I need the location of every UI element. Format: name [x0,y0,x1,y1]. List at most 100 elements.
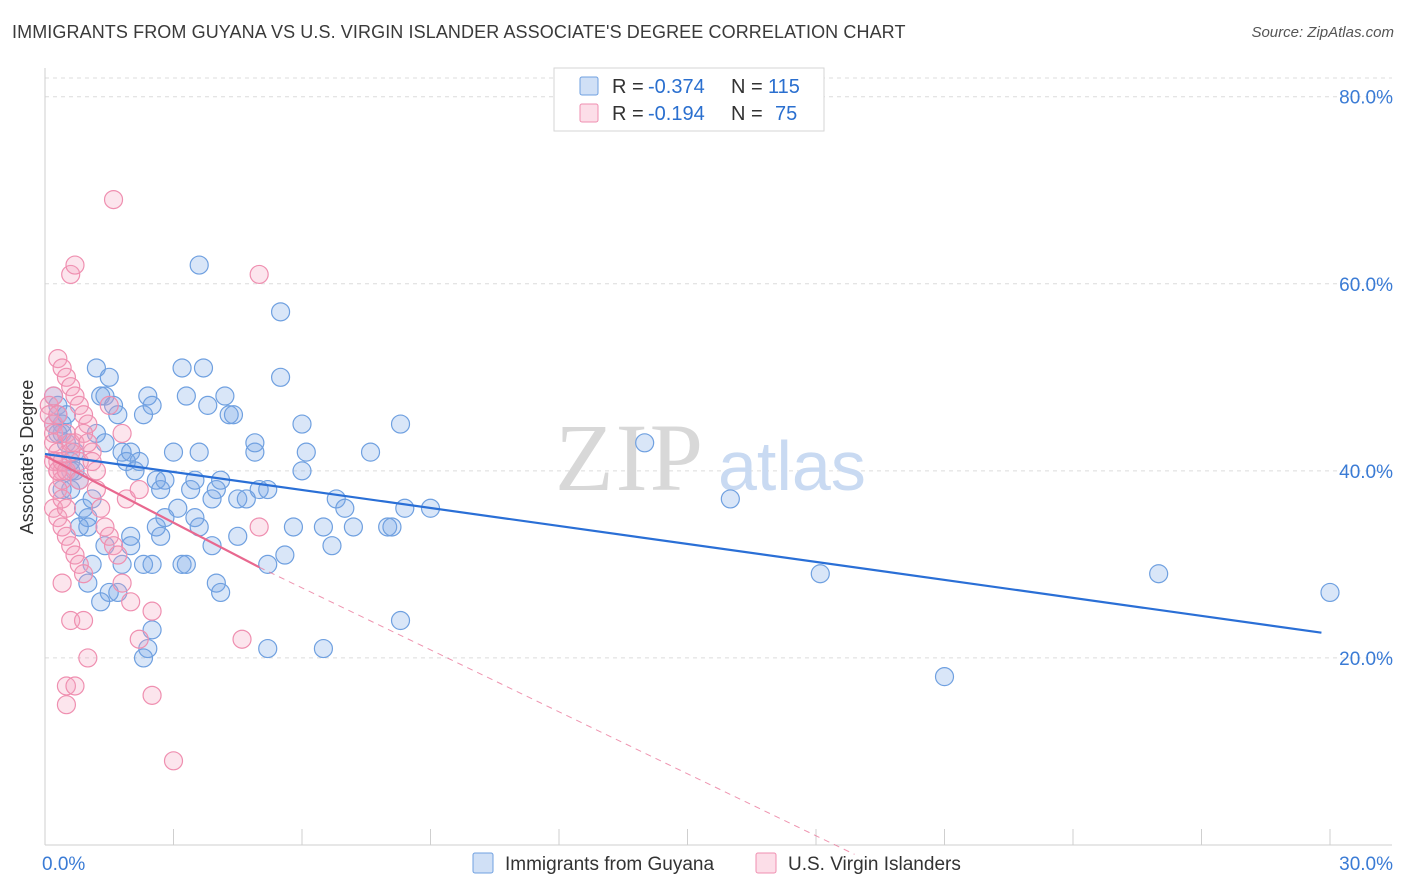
data-point [99,526,119,546]
data-point [133,648,154,668]
bottom-legend-swatch-pink [755,852,777,874]
data-point [249,264,269,285]
data-point [65,676,85,696]
data-point [172,358,192,378]
data-point [343,517,363,537]
data-point [228,526,248,546]
data-point [176,554,196,574]
y-tick-label: 20.0% [1339,649,1393,670]
data-point [112,573,132,593]
source-label: Source: ZipAtlas.com [1251,24,1394,41]
data-point [211,582,231,603]
data-point [69,554,89,574]
data-point [56,367,77,387]
data-point [43,386,64,406]
data-point [91,498,111,518]
data-point [151,526,171,546]
data-point [129,629,149,649]
data-point [155,470,175,490]
data-point [232,629,252,649]
data-point [91,592,111,612]
grid-lines [45,77,1392,659]
data-point [103,395,124,415]
data-point [258,554,278,574]
data-point [236,489,256,509]
data-point [395,498,415,518]
data-point [99,395,119,415]
bottom-legend-label-virgin-islanders: U.S. Virgin Islanders [788,854,961,875]
series-virgin-islanders-points [39,189,269,771]
data-point [56,526,77,546]
data-point [52,470,72,490]
legend-swatch-pink [579,103,599,123]
data-point [142,554,162,574]
data-point [112,423,132,444]
data-point [142,620,162,640]
legend-r-label-2: R = [612,103,644,125]
data-point [65,386,85,406]
data-point [73,423,94,444]
data-point [296,442,316,462]
data-point [108,545,128,565]
data-point [270,302,291,322]
chart-title: IMMIGRANTS FROM GUYANA VS U.S. VIRGIN IS… [12,22,906,42]
data-point [215,386,235,406]
trend-line-pink [44,454,260,569]
data-point [65,255,85,275]
data-point [198,395,218,415]
data-point [121,592,141,612]
data-point [219,405,239,425]
data-point [168,498,188,518]
data-point [189,255,209,275]
y-tick-label: 40.0% [1339,462,1393,483]
legend-n-value-2: 75 [775,103,797,125]
data-point [258,638,278,659]
data-point [172,554,192,574]
data-point [78,573,98,593]
data-point [189,442,209,462]
data-point [322,536,342,556]
legend-r-label-1: R = [612,76,644,98]
data-point [69,517,89,537]
legend-r-value-2: -0.194 [648,103,705,125]
data-point [121,536,141,556]
watermark: ZIP atlas [555,404,866,511]
data-point [129,479,149,500]
watermark-atlas: atlas [718,427,866,505]
legend-box [553,67,825,132]
data-point [223,405,244,425]
data-point [163,751,184,771]
bottom-legend-label-guyana: Immigrants from Guyana [505,854,714,875]
data-point [99,367,119,387]
data-point [52,573,72,593]
data-point [360,442,381,462]
data-point [65,545,85,565]
data-point [61,264,81,285]
data-point [78,414,98,434]
data-point [292,461,312,481]
data-point [206,479,226,500]
data-point [378,517,398,537]
data-point [163,442,184,462]
data-point [48,405,68,425]
data-point [185,508,205,528]
data-point [52,489,72,509]
data-point [635,433,655,453]
data-point [142,601,162,621]
data-point [390,414,411,434]
data-point [720,489,740,509]
series-legend: Immigrants from Guyana U.S. Virgin Islan… [472,852,961,875]
data-point [206,573,226,593]
x-tick-label-max: 30.0% [1339,854,1393,875]
x-tick-label-min: 0.0% [42,854,85,875]
data-point [48,349,68,369]
data-point [313,517,334,537]
data-point [95,517,115,537]
data-point [52,517,72,537]
data-point [1149,564,1169,584]
data-point [138,386,158,406]
data-point [61,377,81,397]
data-point [176,386,196,406]
data-point [283,517,304,537]
data-point [95,433,115,453]
